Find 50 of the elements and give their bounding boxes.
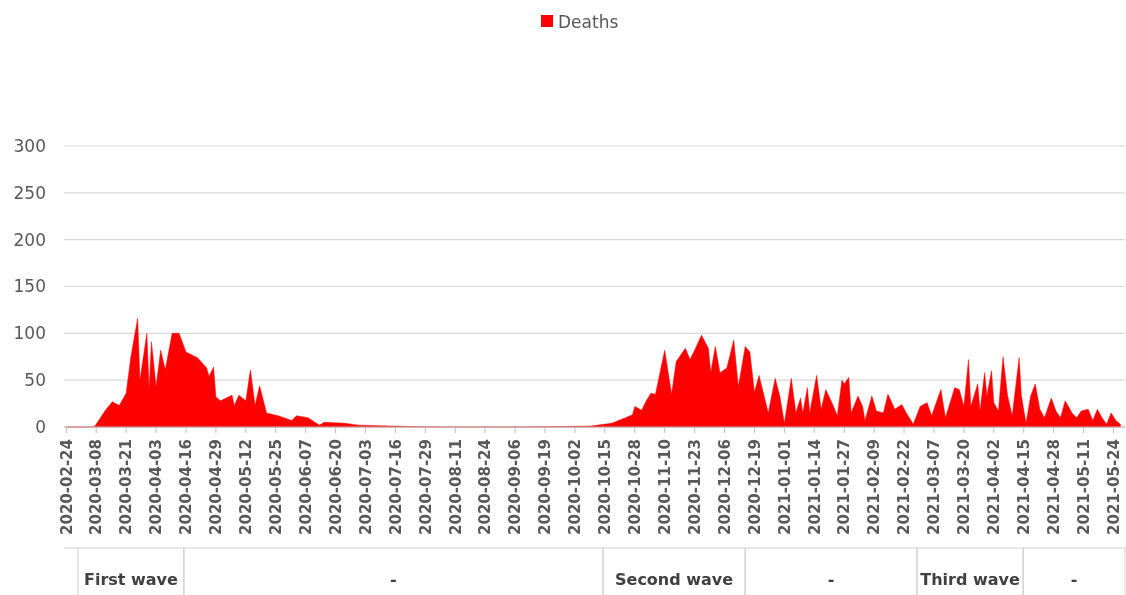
x-tick-label: 2021-01-01 xyxy=(775,439,794,535)
x-tick-label: 2020-07-29 xyxy=(416,439,435,535)
x-tick-label: 2020-08-24 xyxy=(476,439,495,535)
x-tick-label: 2020-09-19 xyxy=(536,439,555,535)
y-tick-label: 200 xyxy=(13,229,46,250)
text: - xyxy=(1070,570,1078,589)
x-tick-label: 2021-03-20 xyxy=(955,439,974,535)
x-tick-label: 2020-10-15 xyxy=(596,439,615,535)
x-tick-label: 2020-11-23 xyxy=(685,439,704,535)
x-tick-label: 2021-03-07 xyxy=(925,439,944,535)
x-tick-label: 2020-03-08 xyxy=(87,439,106,535)
text: Second wave xyxy=(615,570,734,589)
text: First wave xyxy=(84,570,179,589)
text: - xyxy=(827,570,835,589)
y-tick-label: 50 xyxy=(24,370,46,391)
x-tick-label: 2021-04-15 xyxy=(1014,439,1033,535)
x-tick-label: 2021-05-11 xyxy=(1074,439,1093,535)
x-tick-label: 2020-10-02 xyxy=(566,439,585,535)
x-tick-label: 2021-01-14 xyxy=(805,439,824,535)
y-tick-label: 0 xyxy=(35,416,46,437)
x-tick-label: 2020-10-28 xyxy=(626,439,645,535)
x-tick-label: 2020-02-24 xyxy=(57,439,76,535)
x-tick-label: 2020-05-12 xyxy=(237,439,256,535)
x-tick-label: 2020-05-25 xyxy=(266,439,285,535)
x-tick-label: 2020-12-06 xyxy=(715,439,734,535)
x-tick-label: 2021-02-22 xyxy=(895,439,914,535)
x-tick-label: 2020-08-11 xyxy=(446,439,465,535)
y-tick-label: 300 xyxy=(13,135,46,156)
text: Third wave xyxy=(920,570,1021,589)
x-tick-label: 2020-07-16 xyxy=(386,439,405,535)
x-tick-label: 2021-02-09 xyxy=(865,439,884,535)
legend-label: Deaths xyxy=(558,11,619,32)
x-tick-label: 2020-03-21 xyxy=(117,439,136,535)
y-tick-label: 150 xyxy=(13,276,46,297)
y-tick-label: 100 xyxy=(13,323,46,344)
y-tick-label: 250 xyxy=(13,182,46,203)
x-tick-label: 2020-04-03 xyxy=(147,439,166,535)
x-tick-label: 2021-04-02 xyxy=(985,439,1004,535)
x-tick-label: 2020-09-06 xyxy=(506,439,525,535)
x-tick-label: 2021-05-24 xyxy=(1104,439,1123,535)
x-tick-label: 2020-07-03 xyxy=(356,439,375,535)
x-tick-label: 2021-01-27 xyxy=(835,439,854,535)
x-tick-label: 2020-11-10 xyxy=(655,439,674,535)
x-tick-label: 2021-04-28 xyxy=(1044,439,1063,535)
x-tick-label: 2020-12-19 xyxy=(745,439,764,535)
x-tick-label: 2020-06-07 xyxy=(296,439,315,535)
text: - xyxy=(390,570,397,589)
x-tick-label: 2020-06-20 xyxy=(326,439,345,535)
x-tick-label: 2020-04-29 xyxy=(207,439,226,535)
x-tick-label: 2020-04-16 xyxy=(177,439,196,535)
